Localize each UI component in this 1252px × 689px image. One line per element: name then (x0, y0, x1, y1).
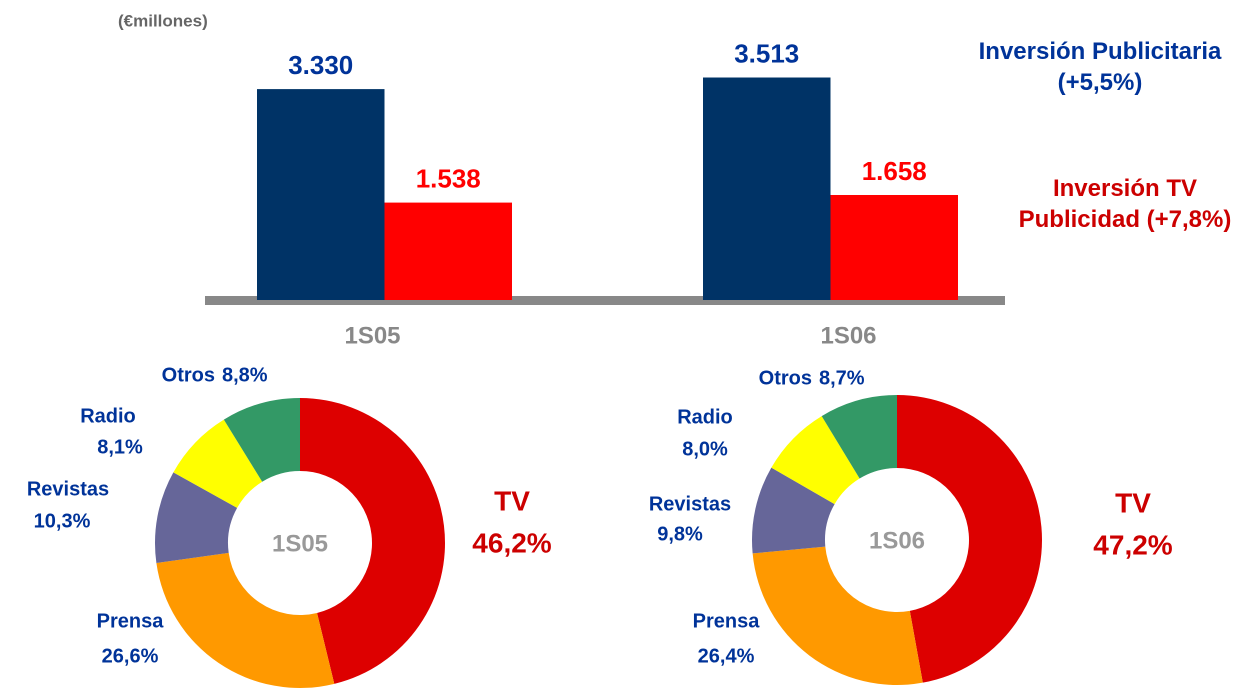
slice-value: 47,2% (1093, 529, 1172, 560)
donut-slice (300, 398, 445, 684)
slice-value: 46,2% (472, 527, 551, 558)
bar (257, 89, 385, 300)
data-label: 1.538 (416, 163, 481, 193)
data-label: 1.658 (862, 156, 927, 186)
slice-value: 9,8% (657, 523, 703, 545)
bar (384, 202, 512, 300)
center-label: 1S06 (869, 527, 925, 554)
slice-label: TV (1115, 487, 1151, 518)
slice-label: Prensa (97, 610, 165, 632)
donut-slice (821, 395, 897, 479)
x-tick-label: 1S06 (820, 322, 876, 349)
slice-label: Revistas (27, 478, 109, 500)
slice-label: Prensa (693, 610, 761, 632)
slice-value: 26,4% (698, 645, 755, 667)
data-label: 3.330 (288, 50, 353, 80)
slice-value: 10,3% (34, 510, 91, 532)
slice-value: 8,1% (97, 436, 143, 458)
legend-entry: Inversión Publicitaria (+5,5%) (978, 38, 1222, 96)
baseline (205, 296, 1005, 305)
x-tick-label: 1S05 (344, 322, 400, 349)
donut-slice (173, 419, 263, 508)
donut-slice (223, 397, 300, 482)
donut-slice (752, 546, 923, 685)
slice-label: Otros (162, 364, 215, 386)
slice-value: 8,8% (222, 364, 268, 386)
slice-label: Radio (677, 406, 733, 428)
center-label: 1S05 (272, 530, 328, 557)
slice-value: 8,7% (819, 367, 865, 389)
legend-entry: Inversión TV Publicidad (+7,8%) (1018, 175, 1232, 233)
axis-label: (€millones) (118, 11, 208, 30)
bar (703, 77, 831, 300)
slice-value: 8,0% (682, 438, 728, 460)
slice-label: Otros (759, 367, 812, 389)
donut-slice (771, 416, 860, 505)
slice-value: 26,6% (102, 645, 159, 667)
donut-slice (897, 395, 1042, 683)
donut-slice (752, 467, 835, 554)
bar (830, 194, 958, 300)
slice-label: Revistas (649, 493, 731, 515)
slice-label: TV (494, 485, 530, 516)
donut-slice (156, 552, 335, 688)
data-label: 3.513 (734, 38, 799, 68)
slice-label: Radio (80, 405, 136, 427)
donut-slice (154, 472, 238, 563)
